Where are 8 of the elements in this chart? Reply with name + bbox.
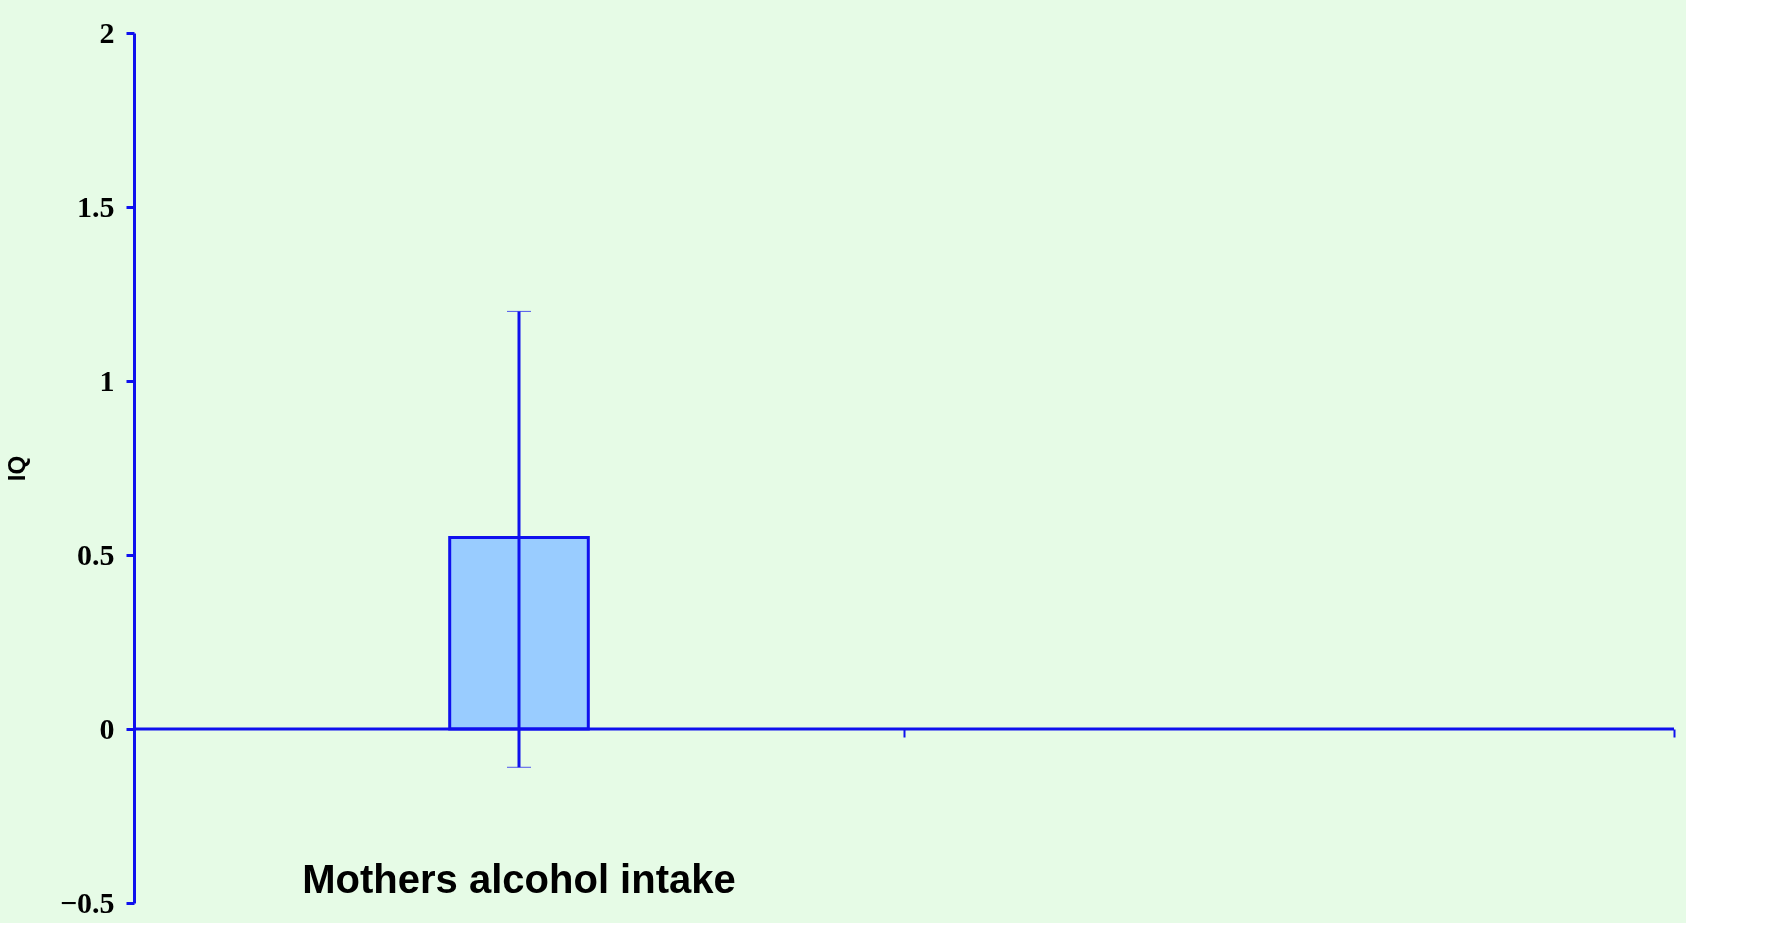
x-tick-label: Mothers alcohol intake	[302, 857, 736, 901]
y-tick-label: 0	[99, 711, 115, 745]
y-tick-label: 1	[99, 363, 115, 397]
y-axis-title: IQ	[2, 455, 30, 482]
y-tick-label: 2	[99, 15, 115, 49]
y-tick-label: 1.5	[77, 189, 115, 223]
y-tick-label: 0.5	[77, 537, 115, 571]
y-tick-label: −0.5	[59, 885, 115, 919]
